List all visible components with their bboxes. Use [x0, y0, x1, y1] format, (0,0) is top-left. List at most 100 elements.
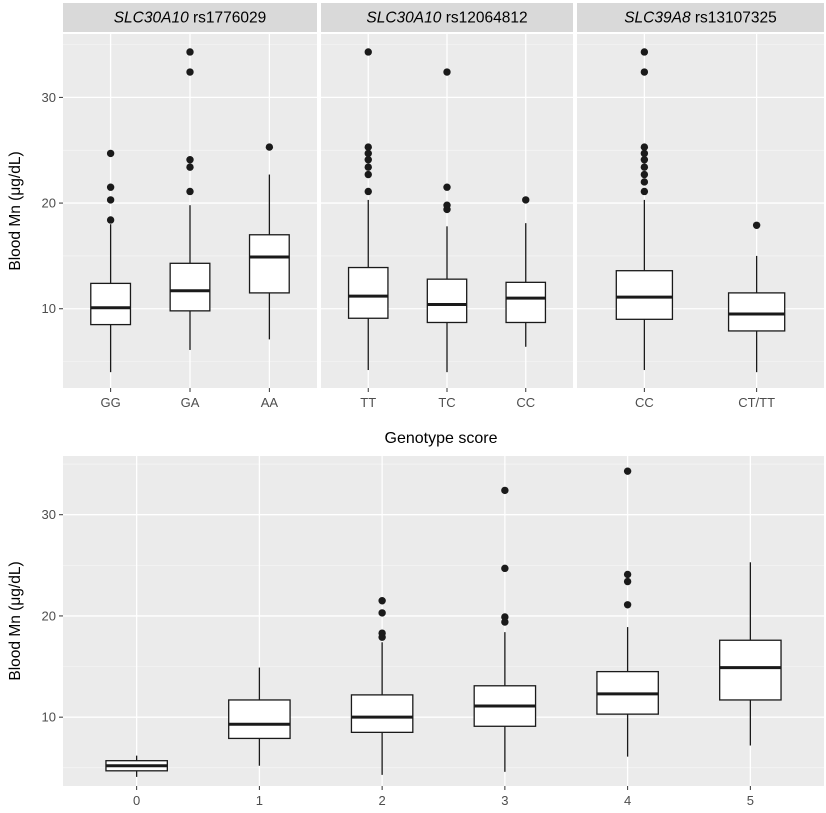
iqr-box — [505, 281, 547, 324]
facet-0-box-ga — [169, 48, 211, 350]
score-xtick-label: 2 — [379, 793, 386, 808]
score-ytick-label: 20 — [42, 608, 56, 623]
iqr-box — [615, 270, 674, 320]
facet-1-box-tt — [347, 48, 389, 371]
outlier-point — [623, 467, 632, 475]
outlier-point — [106, 183, 115, 191]
outlier-point — [623, 577, 632, 586]
outlier-point — [640, 163, 649, 171]
outlier-point — [443, 183, 451, 191]
facet-gene-name: SLC39A8 — [624, 10, 691, 27]
score-box-3 — [473, 486, 537, 772]
outlier-point — [640, 170, 649, 179]
outlier-point — [378, 629, 386, 637]
outlier-point — [186, 163, 194, 171]
facet-0-ytick-label: 10 — [42, 301, 56, 316]
iqr-box — [727, 292, 786, 332]
score-ytick-label: 10 — [42, 710, 56, 725]
score-box-1 — [228, 667, 291, 766]
outlier-point — [186, 68, 194, 76]
chart-title: Genotype score — [385, 430, 498, 447]
facet-title: SLC30A10 rs1776029 — [114, 10, 267, 27]
outlier-point — [501, 564, 509, 573]
facet-2-box-cc — [615, 48, 674, 371]
outlier-point — [186, 187, 194, 196]
outlier-point — [640, 156, 649, 164]
facet-title: SLC39A8 rs13107325 — [624, 10, 777, 27]
facet-2-xtick-label: CC — [635, 395, 654, 410]
score-xtick-label: 1 — [256, 793, 263, 808]
outlier-point — [265, 143, 274, 151]
score-box-5 — [719, 562, 782, 746]
outlier-point — [623, 570, 632, 579]
facet-0-ytick-label: 20 — [42, 196, 56, 211]
outlier-point — [364, 163, 372, 171]
facet-title: SLC30A10 rs12064812 — [366, 10, 527, 27]
outlier-point — [640, 68, 649, 76]
facet-strip — [63, 3, 317, 32]
iqr-box — [90, 282, 132, 326]
outlier-point — [501, 613, 509, 621]
facet-snp-id: rs1776029 — [189, 10, 267, 27]
facet-snp-id: rs13107325 — [691, 10, 777, 27]
outlier-point — [443, 201, 451, 209]
outlier-point — [640, 187, 649, 196]
iqr-box — [248, 234, 290, 294]
facet-gene-name: SLC30A10 — [366, 10, 441, 27]
outlier-point — [364, 170, 372, 179]
facet-1-xtick-label: TC — [438, 395, 455, 410]
facet-gene-name: SLC30A10 — [114, 10, 189, 27]
outlier-point — [106, 216, 115, 224]
facet-0-xtick-label: AA — [261, 395, 279, 410]
score-box-2 — [350, 597, 414, 775]
outlier-point — [752, 221, 761, 229]
outlier-point — [186, 48, 194, 56]
score-xtick-label: 4 — [624, 793, 631, 808]
outlier-point — [640, 178, 649, 186]
outlier-point — [186, 156, 194, 164]
outlier-point — [501, 618, 509, 626]
facet-2-box-ct-tt — [727, 221, 786, 373]
y-axis-label: Blood Mn (μg/dL) — [7, 561, 24, 680]
score-xtick-label: 5 — [747, 793, 754, 808]
outlier-point — [364, 187, 372, 196]
outlier-point — [443, 68, 451, 76]
facet-0-xtick-label: GG — [101, 395, 121, 410]
facet-1-xtick-label: CC — [516, 395, 535, 410]
outlier-point — [522, 196, 530, 204]
facet-0-xtick-label: GA — [181, 395, 200, 410]
outlier-point — [501, 486, 509, 495]
score-box-4 — [596, 467, 659, 757]
outlier-point — [378, 597, 386, 605]
y-axis-label: Blood Mn (μg/dL) — [7, 151, 24, 270]
facet-0-box-aa — [248, 143, 290, 340]
facet-1-box-tc — [426, 68, 468, 373]
facet-strip — [577, 3, 824, 32]
score-ytick-label: 30 — [42, 507, 56, 522]
outlier-point — [640, 143, 649, 151]
iqr-box — [228, 699, 291, 740]
outlier-point — [364, 48, 372, 56]
facet-snp-id: rs12064812 — [441, 10, 527, 27]
iqr-box — [719, 639, 782, 701]
outlier-point — [106, 196, 115, 204]
iqr-box — [350, 694, 414, 733]
outlier-point — [106, 149, 115, 158]
facet-2-xtick-label: CT/TT — [738, 395, 775, 410]
facet-0-ytick-label: 30 — [42, 90, 56, 105]
outlier-point — [364, 143, 372, 151]
outlier-point — [640, 149, 649, 158]
outlier-point — [640, 48, 649, 56]
facet-0-box-gg — [90, 149, 132, 373]
score-panel-bg — [63, 456, 824, 786]
outlier-point — [378, 609, 386, 617]
outlier-point — [364, 149, 372, 158]
facet-2-panel-bg — [577, 34, 824, 388]
outlier-point — [623, 601, 632, 609]
score-xtick-label: 3 — [501, 793, 508, 808]
facet-1-xtick-label: TT — [360, 395, 376, 410]
score-xtick-label: 0 — [133, 793, 140, 808]
facet-rs1776029: SLC30A10 rs1776029 10 20 30 GG GA AA — [42, 3, 317, 410]
